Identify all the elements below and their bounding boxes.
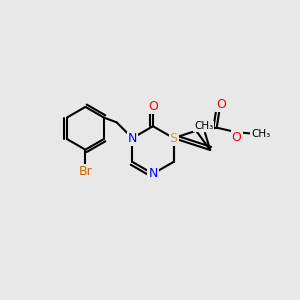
Text: N: N [128,132,137,145]
Text: S: S [169,132,178,145]
Text: O: O [216,98,226,111]
Text: N: N [148,167,158,180]
Text: O: O [148,100,158,113]
Text: CH₃: CH₃ [251,129,270,139]
Text: Br: Br [79,166,92,178]
Text: CH₃: CH₃ [194,122,213,131]
Text: O: O [232,131,242,144]
